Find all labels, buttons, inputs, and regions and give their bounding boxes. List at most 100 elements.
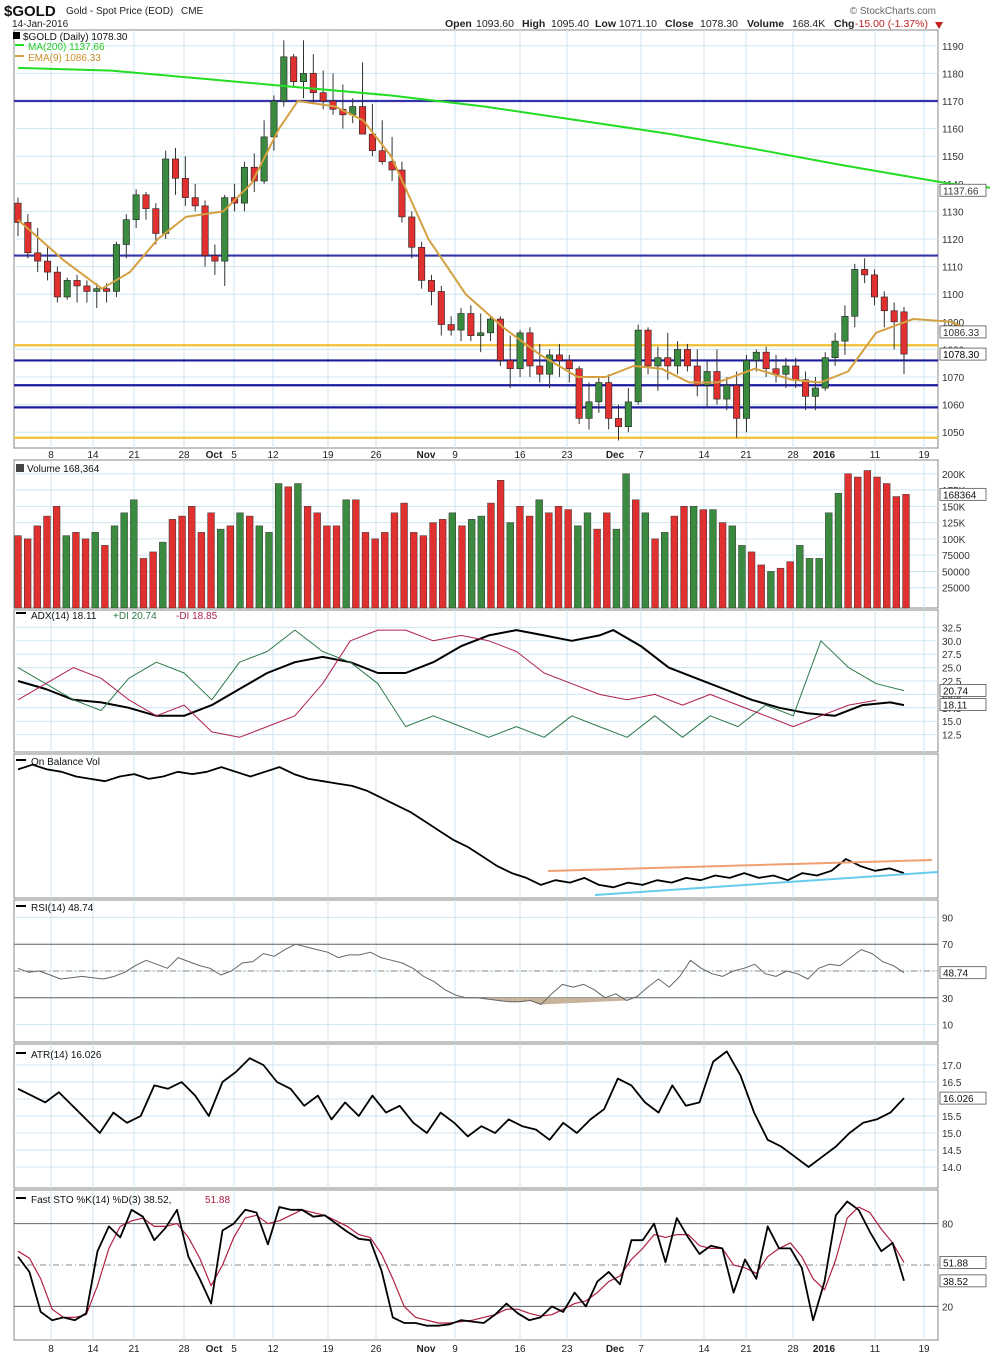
atr-legend-swatch: [16, 1052, 26, 1054]
sto-tag: 51.88: [943, 1258, 968, 1269]
obv-frame: [13, 753, 939, 899]
adx-tick-label: 25.0: [942, 664, 962, 675]
adx-tick-label: 12.5: [942, 731, 962, 742]
panels: 1050106010701080109011001110112011301140…: [13, 29, 990, 1341]
indicator-legends: Volume 168,364 ADX(14) 18.11 +DI 20.74 -…: [16, 464, 230, 1206]
ema-legend-swatch: [15, 55, 24, 57]
volume-bar: [651, 538, 659, 609]
candle-down: [398, 169, 406, 218]
candle-down: [44, 260, 52, 273]
volume-tick-label: 100K: [942, 535, 966, 546]
adx-line: [17, 629, 905, 717]
candle-down: [880, 296, 888, 312]
candle-up: [674, 349, 682, 367]
volume-bar: [844, 473, 852, 609]
candle-down: [802, 379, 810, 397]
volume-bar: [390, 512, 399, 609]
candle-down: [536, 365, 544, 375]
candle-up: [93, 288, 101, 292]
candle-up: [132, 194, 140, 220]
obv-legend-swatch: [16, 759, 26, 761]
candle-up: [811, 387, 819, 397]
ohlc-readout: Open 1093.60 High 1095.40 Low 1071.10 Cl…: [445, 18, 928, 30]
rsi-legend-swatch: [16, 905, 26, 907]
volume-bar: [583, 512, 592, 609]
candle-up: [487, 318, 495, 334]
date-tick-label: 21: [740, 1344, 752, 1355]
candle-down: [201, 205, 209, 256]
volume-tag-box: [939, 487, 987, 501]
obv-trendline-orange: [547, 859, 933, 872]
volume-bar: [834, 493, 843, 609]
price-tick-label: 1190: [942, 42, 964, 53]
adx-tick-label: 30.0: [942, 637, 962, 648]
volume-bar: [130, 499, 138, 609]
volume-legend: Volume 168,364: [27, 464, 100, 475]
adx-legend-swatch: [16, 612, 26, 614]
volume-bar: [516, 506, 524, 609]
atr-line: [17, 1050, 905, 1168]
volume-bar: [313, 512, 321, 609]
volume-bar: [612, 528, 621, 609]
ma-legend-swatch: [15, 44, 24, 46]
candle-down: [555, 354, 563, 361]
date-tick-label: 7: [638, 450, 644, 461]
chg-value: -15.00 (-1.37%): [855, 18, 928, 30]
atr-tag-box: [939, 1091, 987, 1105]
adx-tag-box: [939, 698, 987, 711]
adx-tick-label: 32.5: [942, 623, 962, 634]
candle-down: [467, 313, 475, 336]
candle-down: [861, 269, 869, 276]
date-tick-label: 12: [267, 450, 279, 461]
volume-tick-label: 150K: [942, 502, 966, 513]
volume-bar: [236, 512, 244, 609]
price-tag: 1137.66: [943, 186, 979, 197]
atr-tick-label: 15.5: [942, 1112, 962, 1123]
volume-bar: [139, 558, 148, 609]
candle-down: [73, 280, 81, 287]
candle-down: [290, 56, 298, 82]
atr-tick-label: 14.0: [942, 1163, 962, 1174]
volume-bar: [207, 512, 215, 609]
volume-bar: [149, 551, 157, 609]
volume-bar: [274, 483, 283, 609]
volume-bar: [410, 532, 418, 609]
volume-bar: [381, 532, 389, 609]
volume-bar: [892, 496, 900, 609]
candle-down: [319, 92, 327, 102]
volume-bar: [545, 512, 553, 609]
ema-legend-label: EMA(9) 1086.33: [28, 53, 101, 64]
candle-down: [644, 329, 652, 367]
volume-bar: [854, 476, 862, 609]
date-tick-label: 28: [787, 1344, 799, 1355]
volume-bar: [33, 525, 41, 609]
volume-bar: [902, 494, 910, 609]
price-tick-label: 1110: [942, 263, 963, 274]
volume-bar: [81, 538, 90, 609]
volume-bar: [226, 525, 234, 609]
atr-tick-label: 15.0: [942, 1129, 962, 1140]
volume-bar: [14, 535, 22, 609]
date-tick-label: Oct: [206, 1344, 223, 1355]
date-tick-label: 19: [322, 1344, 334, 1355]
candle-up: [63, 280, 71, 298]
candle-down: [713, 371, 721, 400]
volume-bar: [574, 525, 582, 609]
candle-up: [585, 401, 593, 419]
rsi-legend: RSI(14) 48.74: [31, 903, 94, 914]
date-tick-label: 21: [128, 450, 140, 461]
candle-up: [752, 351, 760, 361]
candle-down: [181, 177, 189, 198]
volume-label: Volume: [747, 18, 784, 30]
atr-tick-label: 16.5: [942, 1078, 962, 1089]
volume-bar: [361, 532, 370, 609]
rsi-tag: 48.74: [943, 969, 968, 980]
volume-bar: [323, 525, 331, 609]
down-arrow-icon: [935, 22, 943, 29]
di-minus-line: [17, 629, 877, 738]
high-label: High: [522, 18, 545, 30]
volume-bar: [593, 528, 601, 609]
price-tag-box: [939, 183, 987, 197]
candle-down: [565, 360, 573, 370]
volume-bar: [535, 499, 543, 609]
